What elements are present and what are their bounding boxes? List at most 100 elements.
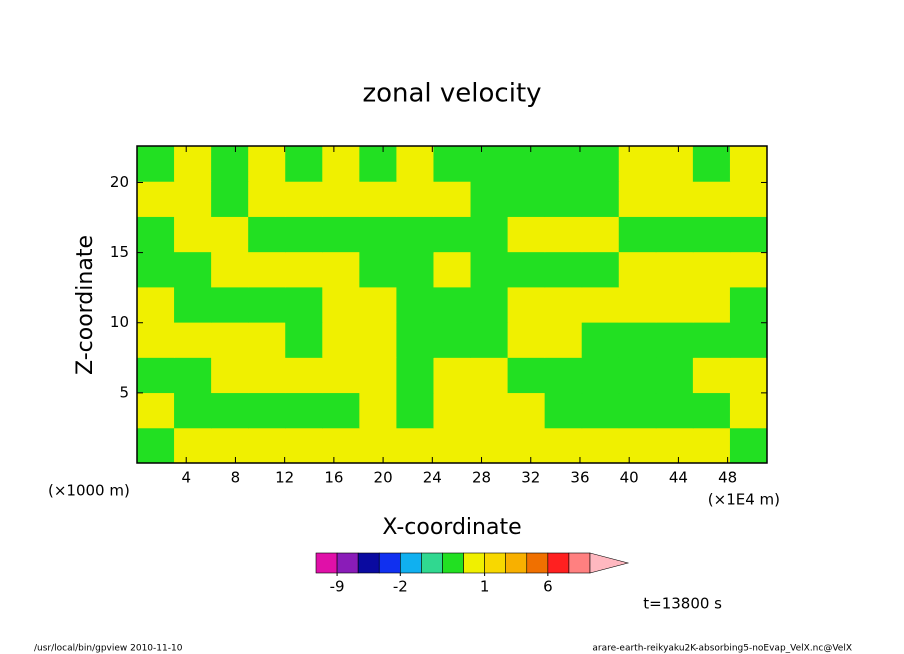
- field-cell: [470, 427, 509, 464]
- field-cell: [729, 216, 768, 253]
- field-cell: [174, 357, 212, 394]
- field-cell: [211, 427, 249, 464]
- colorbar-segment: [442, 552, 464, 574]
- field-cell: [248, 286, 286, 323]
- field-cell: [396, 251, 434, 288]
- field-cell: [322, 286, 360, 323]
- field-cell: [174, 322, 212, 358]
- x-unit-right: (×1E4 m): [708, 491, 780, 509]
- field-cell: [729, 392, 768, 429]
- field-cell: [396, 286, 434, 323]
- field-cell: [729, 146, 768, 182]
- field-cell: [433, 286, 472, 323]
- field-cell: [137, 357, 175, 394]
- colorbar-segment: [421, 552, 443, 574]
- field-cell: [544, 427, 583, 464]
- field-cell: [137, 392, 175, 429]
- field-cell: [692, 146, 731, 182]
- field-cell: [692, 357, 731, 394]
- field-cell: [470, 216, 509, 253]
- x-tick-label: 16: [324, 469, 343, 487]
- field-cell: [248, 357, 286, 394]
- field-cell: [359, 216, 397, 253]
- field-cell: [433, 146, 472, 182]
- field-cell: [655, 322, 694, 358]
- field-cell: [507, 146, 546, 182]
- y-tick-label: 15: [110, 243, 129, 261]
- x-tick-label: 36: [570, 469, 589, 487]
- field-cell: [137, 286, 175, 323]
- field-cell: [396, 427, 434, 464]
- field: [137, 146, 768, 464]
- field-cell: [655, 392, 694, 429]
- field-cell: [248, 216, 286, 253]
- field-cell: [655, 216, 694, 253]
- y-tick-label: 5: [119, 383, 129, 401]
- field-cell: [174, 181, 212, 217]
- field-cell: [248, 146, 286, 182]
- x-axis-label: X-coordinate: [382, 515, 521, 540]
- x-tick-label: 8: [231, 469, 241, 487]
- field-cell: [211, 181, 249, 217]
- y-tick-label: 20: [110, 173, 129, 191]
- field-cell: [396, 181, 434, 217]
- field-cell: [507, 427, 546, 464]
- field-cell: [174, 392, 212, 429]
- field-cell: [470, 286, 509, 323]
- colorbar-segment: [378, 552, 401, 574]
- colorbar-segment: [315, 552, 338, 574]
- field-cell: [211, 322, 249, 358]
- field-cell: [285, 181, 323, 217]
- field-cell: [618, 357, 657, 394]
- colorbar-segment: [400, 552, 422, 574]
- field-cell: [396, 322, 434, 358]
- field-cell: [581, 427, 620, 464]
- field-cell: [433, 427, 472, 464]
- field-cell: [507, 216, 546, 253]
- field-cell: [729, 286, 768, 323]
- field-cell: [618, 251, 657, 288]
- field-cell: [359, 322, 397, 358]
- field-cell: [285, 251, 323, 288]
- field-cell: [359, 251, 397, 288]
- field-cell: [729, 427, 768, 464]
- colorbar-segment: [547, 552, 570, 574]
- field-cell: [507, 357, 546, 394]
- field-cell: [248, 392, 286, 429]
- field-cell: [211, 392, 249, 429]
- field-cell: [248, 427, 286, 464]
- field-cell: [433, 392, 472, 429]
- field-cell: [507, 181, 546, 217]
- colorbar-segment: [505, 552, 528, 574]
- field-cell: [470, 392, 509, 429]
- colorbar-tick-label: 6: [543, 578, 553, 596]
- field-cell: [322, 146, 360, 182]
- field-cell: [285, 357, 323, 394]
- field-cell: [396, 357, 434, 394]
- field-cell: [507, 322, 546, 358]
- x-tick-label: 24: [423, 469, 442, 487]
- field-cell: [359, 286, 397, 323]
- field-cell: [470, 181, 509, 217]
- field-cell: [507, 392, 546, 429]
- field-cell: [396, 216, 434, 253]
- field-cell: [581, 322, 620, 358]
- field-cell: [322, 251, 360, 288]
- x-tick-label: 48: [718, 469, 737, 487]
- field-cell: [248, 181, 286, 217]
- x-unit-left: (×1000 m): [48, 482, 130, 500]
- y-axis-label: Z-coordinate: [73, 235, 98, 375]
- field-cell: [729, 357, 768, 394]
- x-tick-label: 32: [521, 469, 540, 487]
- field-cell: [433, 322, 472, 358]
- field-cell: [581, 216, 620, 253]
- field-cell: [137, 427, 175, 464]
- field-cell: [692, 286, 731, 323]
- field-cell: [544, 216, 583, 253]
- field-cell: [359, 357, 397, 394]
- field-cell: [655, 357, 694, 394]
- field-cell: [507, 286, 546, 323]
- field-cell: [359, 392, 397, 429]
- field-cell: [433, 357, 472, 394]
